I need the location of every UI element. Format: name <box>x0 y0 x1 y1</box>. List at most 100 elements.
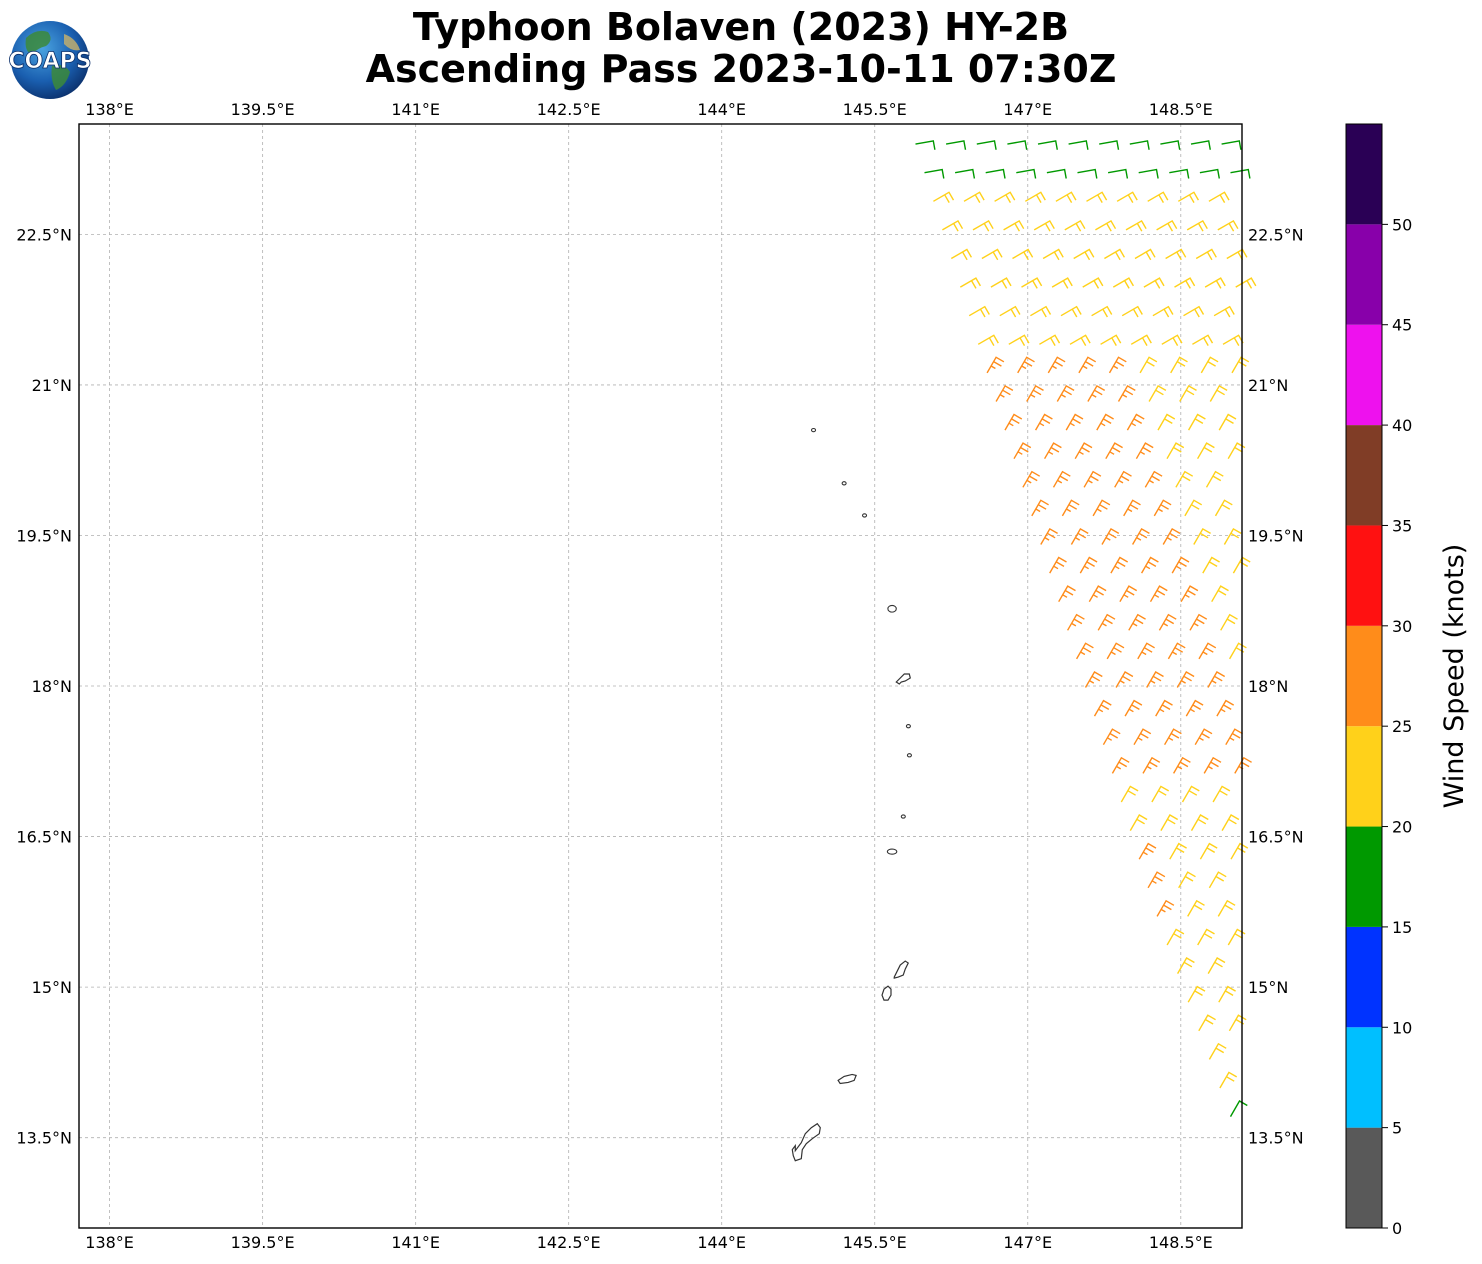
wind-barb <box>1133 728 1152 746</box>
wind-barb <box>990 277 1012 289</box>
wind-barb <box>1012 248 1034 261</box>
wind-barb <box>1192 334 1214 346</box>
wind-barb <box>994 191 1016 203</box>
wind-barb <box>1207 671 1226 688</box>
wind-barb <box>1068 140 1089 150</box>
wind-barb <box>1105 442 1123 460</box>
wind-barb <box>1140 556 1159 574</box>
wind-barb <box>1218 413 1237 431</box>
wind-barb <box>1161 334 1183 346</box>
wind-barb <box>1086 191 1108 203</box>
colorbar-bin <box>1346 926 1382 1028</box>
wind-barb <box>1144 470 1163 488</box>
wind-barb <box>1007 140 1028 150</box>
island-outline <box>810 427 817 433</box>
wind-barb <box>1107 168 1129 179</box>
wind-barb <box>986 356 1005 374</box>
wind-barb <box>1134 248 1156 261</box>
lon-tick-label: 148.5°E <box>1149 100 1213 119</box>
gridlines <box>79 124 1242 1228</box>
colorbar-tick-label: 50 <box>1392 215 1412 234</box>
wind-barb <box>1093 699 1112 717</box>
wind-barb <box>1079 556 1098 574</box>
wind-barb <box>1162 527 1181 545</box>
wind-barb <box>1225 728 1243 746</box>
wind-barb <box>976 140 997 150</box>
wind-barb <box>1189 613 1208 631</box>
wind-barb <box>1021 277 1043 289</box>
wind-barb <box>1074 442 1093 460</box>
wind-barb <box>1213 305 1235 318</box>
wind-barb <box>1026 384 1044 402</box>
wind-barb <box>1228 642 1247 660</box>
wind-barb <box>1218 985 1236 1003</box>
wind-barb <box>1171 556 1190 574</box>
wind-barb <box>1156 899 1175 917</box>
wind-barb <box>959 277 982 289</box>
wind-barb <box>1022 470 1041 488</box>
wind-barb <box>1102 728 1121 746</box>
lon-tick-label: 138°E <box>85 1233 134 1252</box>
wind-barb <box>1197 928 1215 946</box>
wind-barb <box>1203 756 1222 774</box>
wind-barb <box>1151 785 1170 803</box>
wind-barb <box>1190 814 1209 831</box>
wind-barb <box>1193 527 1211 545</box>
wind-barb <box>1229 1100 1248 1117</box>
lat-tick-label: 18°N <box>32 677 72 696</box>
wind-barb <box>1195 248 1217 261</box>
lat-tick-label: 19.5°N <box>16 526 72 545</box>
wind-barb <box>1091 305 1113 318</box>
wind-barb <box>1230 842 1249 860</box>
lon-labels-top: 138°E 139.5°E 141°E 142.5°E 144°E 145.5°E 147°… <box>85 100 1212 119</box>
wind-barb <box>1204 277 1226 289</box>
lon-tick-label: 141°E <box>391 1233 440 1252</box>
wind-barb <box>1149 585 1168 603</box>
island-outline <box>791 1122 821 1162</box>
wind-barb <box>1135 442 1154 460</box>
colorbar-tick-label: 0 <box>1392 1219 1402 1238</box>
wind-barb <box>1175 470 1194 488</box>
colorbar-tick-label: 30 <box>1392 617 1412 636</box>
wind-barb <box>1142 756 1161 774</box>
wind-barb <box>1051 277 1073 289</box>
wind-barb <box>1114 470 1132 488</box>
wind-barb <box>1158 613 1177 631</box>
wind-barb <box>1043 442 1062 460</box>
wind-barb <box>1217 899 1236 917</box>
wind-barb <box>1230 168 1251 179</box>
lat-tick-label: 21°N <box>32 376 72 395</box>
wind-barb <box>1123 499 1141 517</box>
lat-tick-label: 15°N <box>32 978 72 997</box>
colorbar-tick-label: 45 <box>1392 316 1412 335</box>
wind-barb <box>1078 356 1097 374</box>
wind-barb <box>1147 191 1169 203</box>
wind-barb <box>1126 413 1145 431</box>
lon-tick-label: 147°E <box>1003 100 1052 119</box>
colorbar-bin <box>1346 1127 1382 1228</box>
colorbar-frame <box>1345 123 1383 1229</box>
wind-barb <box>1187 985 1206 1003</box>
island-outline <box>881 985 892 1001</box>
map-frame <box>78 123 1243 1229</box>
wind-barb <box>1202 556 1220 574</box>
wind-barb <box>1172 756 1191 774</box>
wind-barb <box>933 191 955 203</box>
wind-barb <box>1056 384 1075 402</box>
wind-barb <box>1228 1014 1247 1032</box>
wind-barb <box>1207 957 1226 974</box>
wind-barb <box>1073 248 1095 261</box>
wind-barb <box>1088 585 1107 603</box>
lon-tick-label: 145.5°E <box>843 1233 907 1252</box>
wind-barb <box>1097 613 1116 631</box>
wind-barb <box>954 168 976 179</box>
wind-barb <box>915 140 936 150</box>
wind-barb <box>1099 140 1120 150</box>
wind-barb <box>1235 277 1257 289</box>
lon-tick-label: 142.5°E <box>537 1233 601 1252</box>
wind-barb <box>1220 613 1238 631</box>
wind-barb <box>972 219 994 232</box>
wind-barb <box>1101 527 1120 545</box>
wind-barb <box>1115 671 1134 688</box>
coaps-logo: COAPS <box>8 21 92 99</box>
